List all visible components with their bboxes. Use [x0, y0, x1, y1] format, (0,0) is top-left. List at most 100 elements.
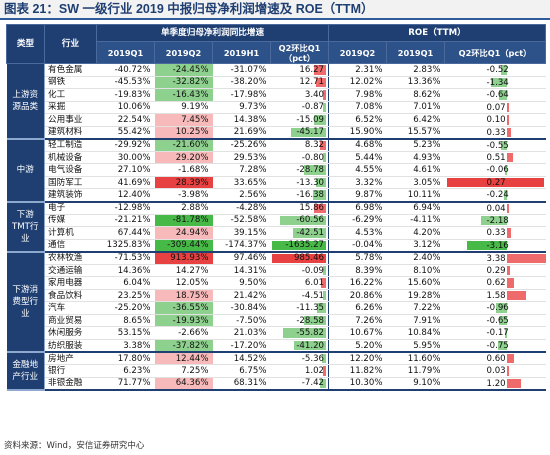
roe-delta-cell: 3.38 [444, 251, 546, 265]
roe-q2-cell: 3.32% [328, 176, 387, 190]
roe-q2-cell: 7.08% [328, 101, 387, 115]
roe-q1-cell: 3.12% [386, 239, 445, 253]
growth-h1-cell: 39.15% [212, 226, 271, 240]
growth-q1-cell: 22.54% [96, 113, 155, 127]
roe-delta-bar [446, 177, 544, 188]
growth-delta-value: -0.09 [301, 265, 325, 276]
table-row: 商业贸易 8.65% -19.93% -7.50% -28.58 7.26% 7.91% -0… [7, 314, 546, 328]
roe-q1-cell: 7.91% [386, 314, 445, 328]
roe-delta-cell: 0.07 [444, 101, 546, 115]
growth-delta-cell: -42.51 [270, 226, 329, 240]
roe-delta-bar [506, 152, 513, 163]
growth-q1-cell: 55.42% [96, 126, 155, 140]
col-group-growth: 单季度归母净利润同比增速 [95, 24, 330, 42]
growth-q2-cell: -37.82% [154, 339, 213, 354]
growth-delta-bar [317, 303, 327, 313]
roe-delta-value: -0.17 [486, 328, 509, 339]
roe-delta-value: 1.20 [486, 378, 506, 389]
table-row: 中游 轻工制造 -29.92% -21.60% -25.26% 8.32 4.68% 5.23… [6, 138, 546, 203]
roe-delta-value: 0.10 [486, 115, 506, 126]
roe-delta-value: 0.51 [486, 152, 506, 163]
roe-q1-cell: -4.11% [386, 214, 445, 228]
industry-name: 电气设备 [44, 163, 97, 177]
roe-delta-bar [490, 77, 507, 88]
roe-delta-value: 0.27 [486, 177, 506, 188]
roe-delta-value: -0.06 [486, 165, 509, 176]
growth-delta-cell: -7.42 [270, 377, 329, 391]
growth-h1-cell: -30.84% [212, 301, 271, 315]
growth-delta-bar [323, 265, 327, 276]
roe-q1-cell: 6.94% [386, 201, 445, 215]
roe-delta-value: -0.64 [486, 90, 509, 101]
table-row: 食品饮料 23.25% 18.75% 21.42% -4.51 20.86% 19.28% 1… [7, 289, 546, 303]
growth-h1-cell: 29.53% [212, 151, 271, 165]
roe-delta-value: -0.55 [486, 140, 509, 151]
roe-q2-cell: 11.82% [328, 364, 387, 378]
growth-delta-bar [272, 253, 327, 263]
roe-delta-cell: -1.34 [444, 76, 546, 90]
growth-h1-cell: 21.42% [212, 289, 271, 303]
roe-q2-cell: 5.78% [328, 251, 387, 265]
roe-delta-cell: 0.62 [444, 276, 546, 290]
roe-delta-value: -0.24 [486, 190, 509, 201]
growth-q1-cell: 12.40% [96, 188, 155, 203]
roe-delta-cell: 0.10 [444, 113, 546, 127]
growth-q1-cell: 41.69% [96, 176, 155, 190]
growth-q1-cell: 1325.83% [96, 239, 155, 253]
growth-q1-cell: -21.21% [96, 214, 155, 228]
growth-q2-cell: 64.36% [154, 377, 213, 391]
col-header-roe-q1: 2019Q1 [386, 41, 446, 64]
roe-q1-cell: 19.28% [386, 289, 445, 303]
roe-delta-value: 1.58 [486, 290, 506, 301]
growth-delta-cell: -0.87 [270, 101, 329, 115]
growth-h1-cell: -7.50% [212, 314, 271, 328]
col-header-roe-q2: 2019Q2 [328, 41, 388, 64]
growth-h1-cell: -17.20% [212, 339, 271, 354]
industry-name: 计算机 [44, 226, 97, 240]
figure-title: 图表 21：SW 一级行业 2019 中报归母净利润增速及 ROE（TTM） [4, 2, 374, 16]
roe-delta-bar [506, 378, 521, 388]
roe-delta-cell: -0.06 [444, 163, 546, 177]
growth-delta-value: 6.01 [304, 278, 325, 289]
roe-delta-bar [506, 290, 526, 301]
growth-q1-cell: -25.20% [96, 301, 155, 315]
growth-q2-cell: -32.82% [154, 76, 213, 90]
industry-name: 传媒 [44, 214, 97, 228]
growth-delta-value: 12.71 [299, 77, 325, 88]
growth-q2-cell: -24.45% [154, 63, 213, 77]
growth-delta-bar [323, 366, 327, 376]
growth-delta-bar [323, 290, 327, 301]
growth-q1-cell: -45.53% [96, 76, 155, 90]
col-header-q1: 2019Q1 [96, 41, 155, 64]
roe-delta-bar [466, 240, 507, 250]
roe-delta-value: 3.38 [486, 253, 506, 264]
growth-delta-cell: -13.30 [270, 176, 329, 190]
roe-delta-cell: 0.33 [444, 226, 546, 240]
growth-delta-bar [272, 240, 327, 250]
growth-q2-cell: 18.75% [154, 289, 213, 303]
growth-delta-value: 3.40 [304, 89, 325, 100]
col-header-h1: 2019H1 [212, 41, 271, 64]
industry-name: 国防军工 [44, 176, 97, 190]
industry-name: 非银金融 [44, 377, 97, 391]
growth-q2-cell: -19.93% [154, 314, 213, 328]
growth-h1-cell: 21.03% [212, 326, 271, 341]
growth-h1-cell: -52.58% [212, 214, 271, 228]
growth-delta-cell: -60.56 [270, 214, 329, 228]
table-row: 机械设备 30.00% 29.20% 29.53% -0.80 5.44% 4.93% 0.5… [7, 151, 546, 165]
industry-name: 农林牧渔 [44, 251, 97, 265]
growth-delta-value: 8.32 [304, 140, 325, 151]
roe-delta-value: -1.34 [486, 77, 509, 88]
industry-name: 机械设备 [44, 151, 97, 165]
growth-delta-value: -42.51 [296, 227, 325, 238]
roe-delta-cell: 1.58 [444, 289, 546, 303]
growth-delta-bar [320, 378, 327, 388]
roe-delta-value: 0.07 [486, 102, 506, 113]
industry-name: 商业贸易 [44, 314, 97, 328]
roe-delta-bar [506, 354, 514, 364]
roe-delta-cell: -0.65 [444, 314, 546, 328]
growth-h1-cell: -38.20% [212, 76, 271, 90]
roe-delta-cell: -0.75 [444, 339, 546, 354]
roe-delta-bar [504, 328, 507, 339]
roe-q1-cell: 3.05% [386, 176, 445, 190]
